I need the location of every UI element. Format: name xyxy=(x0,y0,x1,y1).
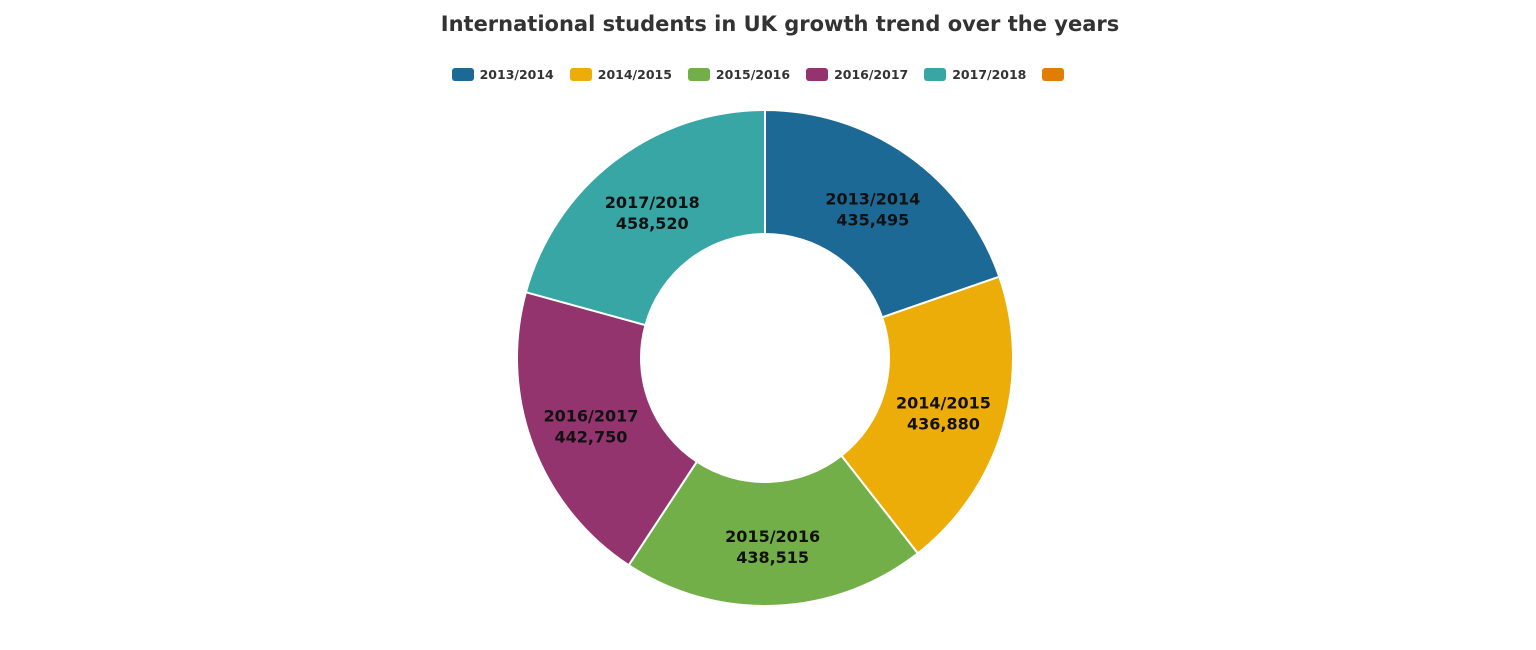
label-value: 438,515 xyxy=(736,548,809,567)
data-label: 2014/2015 436,880 xyxy=(896,394,991,434)
label-value: 458,520 xyxy=(616,214,689,233)
label-value: 435,495 xyxy=(836,210,909,229)
legend-label: 2014/2015 xyxy=(597,67,672,82)
legend-label: 2013/2014 xyxy=(479,67,554,82)
legend-item: 2016/2017 xyxy=(806,67,908,82)
donut-slice xyxy=(627,454,920,607)
legend-swatch xyxy=(924,68,947,81)
label-category: 2016/2017 xyxy=(543,407,638,426)
data-label: 2015/2016 438,515 xyxy=(725,527,820,567)
donut-slice xyxy=(516,290,699,567)
label-value: 436,880 xyxy=(907,415,980,434)
legend-swatch xyxy=(687,68,710,81)
legend-item: 2015/2016 xyxy=(687,67,791,82)
legend-swatch xyxy=(569,68,592,81)
donut-slice xyxy=(524,108,766,327)
label-category: 2013/2014 xyxy=(825,189,920,208)
legend-item: 2013/2014 xyxy=(451,67,554,82)
legend-swatch xyxy=(451,68,474,81)
legend-item xyxy=(1042,67,1065,82)
legend: 2013/2014 2014/2015 2015/2016 2016/2017 2017… xyxy=(0,67,1516,82)
label-category: 2017/2018 xyxy=(605,193,700,212)
data-label: 2016/2017 442,750 xyxy=(543,407,638,447)
donut-slice xyxy=(764,108,1001,319)
legend-label: 2017/2018 xyxy=(952,67,1027,82)
label-category: 2015/2016 xyxy=(725,527,820,546)
legend-item: 2014/2015 xyxy=(569,67,672,82)
donut-slice xyxy=(839,275,1014,555)
data-label: 2013/2014 435,495 xyxy=(825,189,920,229)
label-category: 2014/2015 xyxy=(896,394,991,413)
legend-label: 2016/2017 xyxy=(834,67,909,82)
legend-swatch xyxy=(806,68,829,81)
data-label: 2017/2018 458,520 xyxy=(605,193,700,233)
chart-title: International students in UK growth tren… xyxy=(440,12,1120,36)
legend-swatch xyxy=(1042,68,1065,81)
label-value: 442,750 xyxy=(555,428,628,447)
legend-item: 2017/2018 xyxy=(924,67,1026,82)
legend-label: 2015/2016 xyxy=(715,67,791,82)
